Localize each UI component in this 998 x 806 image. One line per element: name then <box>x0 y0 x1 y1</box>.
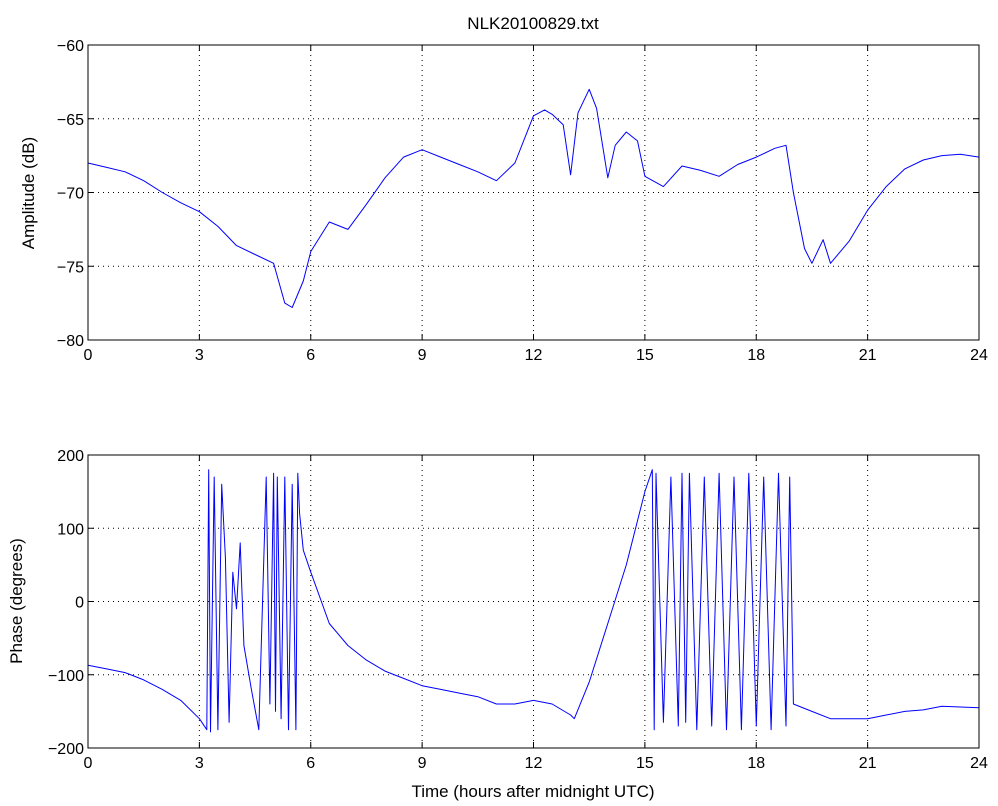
amplitude-axis-label: Amplitude (dB) <box>19 137 38 249</box>
y-tick-label: −75 <box>57 259 84 276</box>
x-tick-label: 15 <box>636 347 654 364</box>
y-tick-label: 200 <box>57 448 84 465</box>
x-tick-label: 6 <box>306 347 315 364</box>
figure-title: NLK20100829.txt <box>467 14 599 33</box>
x-tick-label: 21 <box>859 755 877 772</box>
x-tick-label: 24 <box>970 755 988 772</box>
y-tick-label: −65 <box>57 112 84 129</box>
x-tick-label: 12 <box>525 755 543 772</box>
x-tick-label: 3 <box>195 755 204 772</box>
x-tick-label: 0 <box>84 755 93 772</box>
y-tick-label: −200 <box>48 741 84 758</box>
x-tick-label: 15 <box>636 755 654 772</box>
y-tick-label: −80 <box>57 333 84 350</box>
y-tick-label: −70 <box>57 186 84 203</box>
phase-plot: 0 3 6 9 12 15 18 21 24 −200 −100 0 100 200 <box>48 448 988 772</box>
series-line <box>87 469 980 733</box>
x-tick-label: 18 <box>747 755 765 772</box>
x-tick-label: 24 <box>970 347 988 364</box>
x-tick-label: 21 <box>859 347 877 364</box>
x-tick-label: 9 <box>418 347 427 364</box>
y-tick-label: 100 <box>57 521 84 538</box>
y-tick-label: −100 <box>48 668 84 685</box>
x-tick-label: 0 <box>84 347 93 364</box>
x-tick-label: 18 <box>747 347 765 364</box>
phase-axis-label: Phase (degrees) <box>7 538 26 664</box>
x-tick-label: 12 <box>525 347 543 364</box>
x-tick-label: 6 <box>306 755 315 772</box>
amplitude-plot: 0 3 6 9 12 15 18 21 24 −80 −75 −70 −65 −60 <box>57 38 988 364</box>
y-tick-label: 0 <box>75 595 84 612</box>
series-line <box>87 88 980 308</box>
x-tick-label: 9 <box>418 755 427 772</box>
x-tick-label: 3 <box>195 347 204 364</box>
y-tick-label: −60 <box>57 38 84 55</box>
time-axis-label: Time (hours after midnight UTC) <box>411 782 654 801</box>
